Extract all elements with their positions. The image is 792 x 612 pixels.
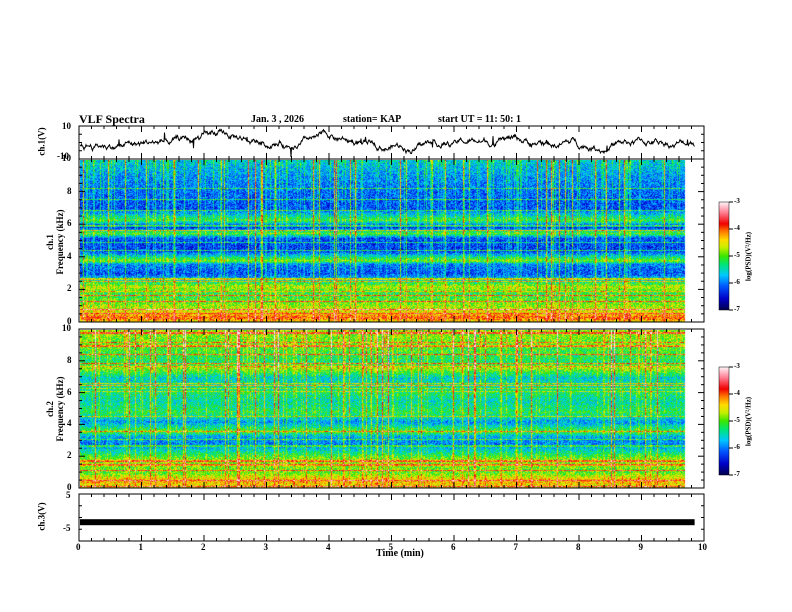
ch3-ytick-bottom: -5 [63,523,71,533]
date-label: Jan. 3 , 2026 [251,114,305,125]
y-tick-label: 6 [67,218,72,229]
ch2-spectrogram-ylabel: ch.2 Frequency (kHz) [45,364,65,454]
colorbar-tick-label: -7 [734,470,740,478]
y-tick-label: 4 [67,418,72,429]
colorbar-tick-label: -6 [734,278,740,286]
x-tick-label: 2 [201,542,206,552]
ch2-colorbar [719,367,729,475]
x-tick-label: 10 [698,542,707,552]
x-tick-label: 3 [263,542,269,552]
station-label: station= KAP [343,114,402,125]
y-tick-label: 10 [62,323,71,333]
colorbar-tick-label: -4 [734,389,740,397]
ch1-colorbar [719,202,729,310]
ch1-waveform-line [79,128,695,158]
colorbar-tick-label: -3 [734,197,740,205]
y-tick-label: 6 [67,386,72,397]
ch1-waveform-ylabel: ch.1(V) [36,127,47,156]
y-tick-label: 8 [67,185,72,196]
panel-frame-w3 [78,493,705,542]
ch3-waveform-ylabel: ch.3(V) [36,502,47,531]
plot-title: VLF Spectra [79,112,145,126]
x-tick-label: 8 [576,542,581,552]
x-tick-label: 5 [388,542,394,552]
panel-frame-s2 [78,328,705,489]
ch1-ylabel-freq: Frequency (kHz) [55,209,65,275]
x-tick-label: 1 [138,542,144,552]
ch1-ylabel-channel: ch.1 [45,234,55,250]
x-tick-label: 9 [638,542,644,552]
colorbar-tick-label: -3 [734,362,740,370]
colorbar-tick-label: -4 [734,224,740,232]
colorbar-frame [718,201,730,311]
colorbar-frame [718,366,730,476]
ch1-colorbar-label: log(PSD)(V²/Hz) [744,231,753,282]
ch1-spectrogram-ylabel: ch.1 Frequency (kHz) [45,197,65,287]
x-tick-label: 0 [76,542,81,552]
time-axis-label: Time (min) [376,548,424,559]
colorbar-tick-label: -6 [734,443,740,451]
y-tick-label: 4 [67,250,72,261]
ch2-spectrogram-image [80,330,694,488]
ch1-spectrogram-image [80,160,694,322]
colorbar-tick-label: -5 [734,416,740,424]
x-tick-label: 6 [451,542,456,552]
x-tick-label: 4 [326,542,331,552]
ch3-waveform-line [80,519,695,526]
ch2-ylabel-channel: ch.2 [45,401,55,417]
ch3-ytick-top: 5 [66,490,71,500]
y-tick-label: 0 [67,316,72,326]
y-tick-label: 2 [67,283,72,294]
x-tick-label: 7 [513,542,519,552]
colorbar-tick-label: -5 [734,251,740,259]
y-tick-label: 2 [67,450,72,461]
ch2-ylabel-freq: Frequency (kHz) [55,376,65,442]
y-tick-label: 10 [62,153,71,163]
y-tick-label: 8 [67,354,72,365]
ch2-colorbar-label: log(PSD)(V²/Hz) [744,396,753,447]
panel-frame-s1 [78,158,705,323]
colorbar-tick-label: -7 [734,305,740,313]
ch1-ytick-top: 10 [62,121,71,131]
y-tick-label: 0 [67,482,72,492]
ch1-ytick-bottom: -10 [57,151,69,161]
start-time-label: start UT = 11: 50: 1 [438,114,522,125]
